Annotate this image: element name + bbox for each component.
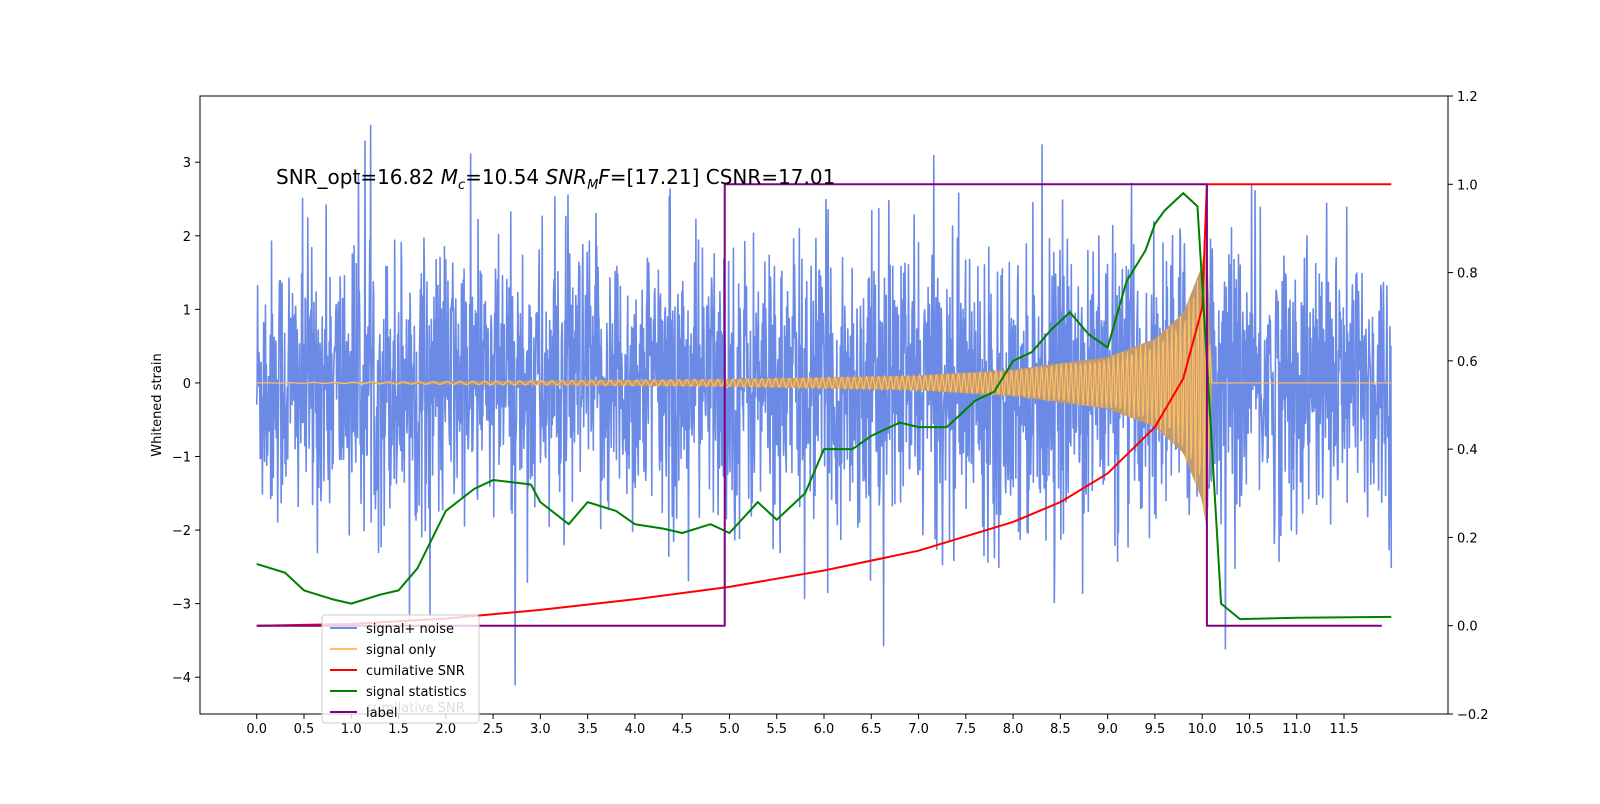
y-right-tick-label: 0.0 <box>1457 620 1478 635</box>
legend-entry-label: signal statistics <box>366 685 467 700</box>
x-tick-label: 5.0 <box>719 722 740 737</box>
y-right-tick-label: 0.6 <box>1457 355 1478 370</box>
legend-entry-label: label <box>366 706 397 721</box>
series-label-line <box>256 183 1382 627</box>
x-tick-label: 8.5 <box>1050 722 1071 737</box>
y-ticks-left: 3 2 1 0 −1 −2 −3 −4 <box>172 156 200 686</box>
x-tick-label: 3.5 <box>577 722 598 737</box>
chart-annotation: SNR_opt=16.82 Mc=10.54 SNRMF=[17.21] CSN… <box>276 165 835 193</box>
x-tick-label: 4.5 <box>672 722 693 737</box>
legend-entry-label: signal+ noise <box>366 622 454 637</box>
x-tick-label: 9.5 <box>1145 722 1166 737</box>
y-right-tick-label: 1.0 <box>1457 178 1478 193</box>
x-tick-label: 8.0 <box>1003 722 1024 737</box>
y-axis-label: Whitened strain <box>150 353 165 456</box>
x-tick-label: 11.0 <box>1282 722 1311 737</box>
x-tick-label: 6.0 <box>814 722 835 737</box>
y-left-tick-label: −2 <box>172 524 191 539</box>
x-tick-label: 7.0 <box>908 722 929 737</box>
x-tick-label: 1.5 <box>388 722 409 737</box>
legend-box <box>321 614 480 724</box>
line-series-layer <box>256 183 1392 627</box>
y-left-tick-label: 2 <box>183 230 191 245</box>
y-left-tick-label: 0 <box>183 377 191 392</box>
y-right-tick-label: 1.2 <box>1457 90 1478 105</box>
legend-entry-label: cumilative SNR <box>366 664 465 679</box>
x-ticks: 0.0 0.5 1.0 1.5 2.0 2.5 3.0 3.5 4.0 4.5 5.0 5.5 6.0 6… <box>246 714 1358 737</box>
x-tick-label: 1.0 <box>341 722 362 737</box>
x-tick-label: 9.0 <box>1097 722 1118 737</box>
x-tick-label: 4.0 <box>625 722 646 737</box>
y-right-tick-label: 0.8 <box>1457 267 1478 282</box>
y-left-tick-label: −3 <box>172 598 191 613</box>
y-left-tick-label: −4 <box>172 671 191 686</box>
x-tick-label: 11.5 <box>1330 722 1359 737</box>
y-left-tick-label: 3 <box>183 156 191 171</box>
x-tick-label: 3.0 <box>530 722 551 737</box>
y-left-tick-label: 1 <box>183 303 191 318</box>
x-tick-label: 7.5 <box>955 722 976 737</box>
x-tick-label: 2.0 <box>435 722 456 737</box>
x-tick-label: 5.5 <box>766 722 787 737</box>
y-left-tick-label: −1 <box>172 451 191 466</box>
y-right-tick-label: −0.2 <box>1457 708 1489 723</box>
x-tick-label: 0.5 <box>294 722 315 737</box>
y-right-tick-label: 0.2 <box>1457 531 1478 546</box>
legend-ghost-text: cumilative SNR <box>366 701 465 716</box>
legend: cumilative SNR signal+ noise signal only c… <box>321 614 480 724</box>
legend-entry-label: signal only <box>366 643 436 658</box>
x-tick-label: 2.5 <box>483 722 504 737</box>
y-ticks-right: 1.2 1.0 0.8 0.6 0.4 0.2 0.0 −0.2 <box>1448 90 1489 723</box>
x-tick-label: 10.0 <box>1188 722 1217 737</box>
y-right-tick-label: 0.4 <box>1457 443 1478 458</box>
series-cumulative-snr-line <box>256 183 1392 627</box>
x-tick-label: 0.0 <box>246 722 267 737</box>
series-signal-statistics-line <box>256 192 1392 621</box>
x-tick-label: 6.5 <box>861 722 882 737</box>
x-tick-label: 10.5 <box>1235 722 1264 737</box>
